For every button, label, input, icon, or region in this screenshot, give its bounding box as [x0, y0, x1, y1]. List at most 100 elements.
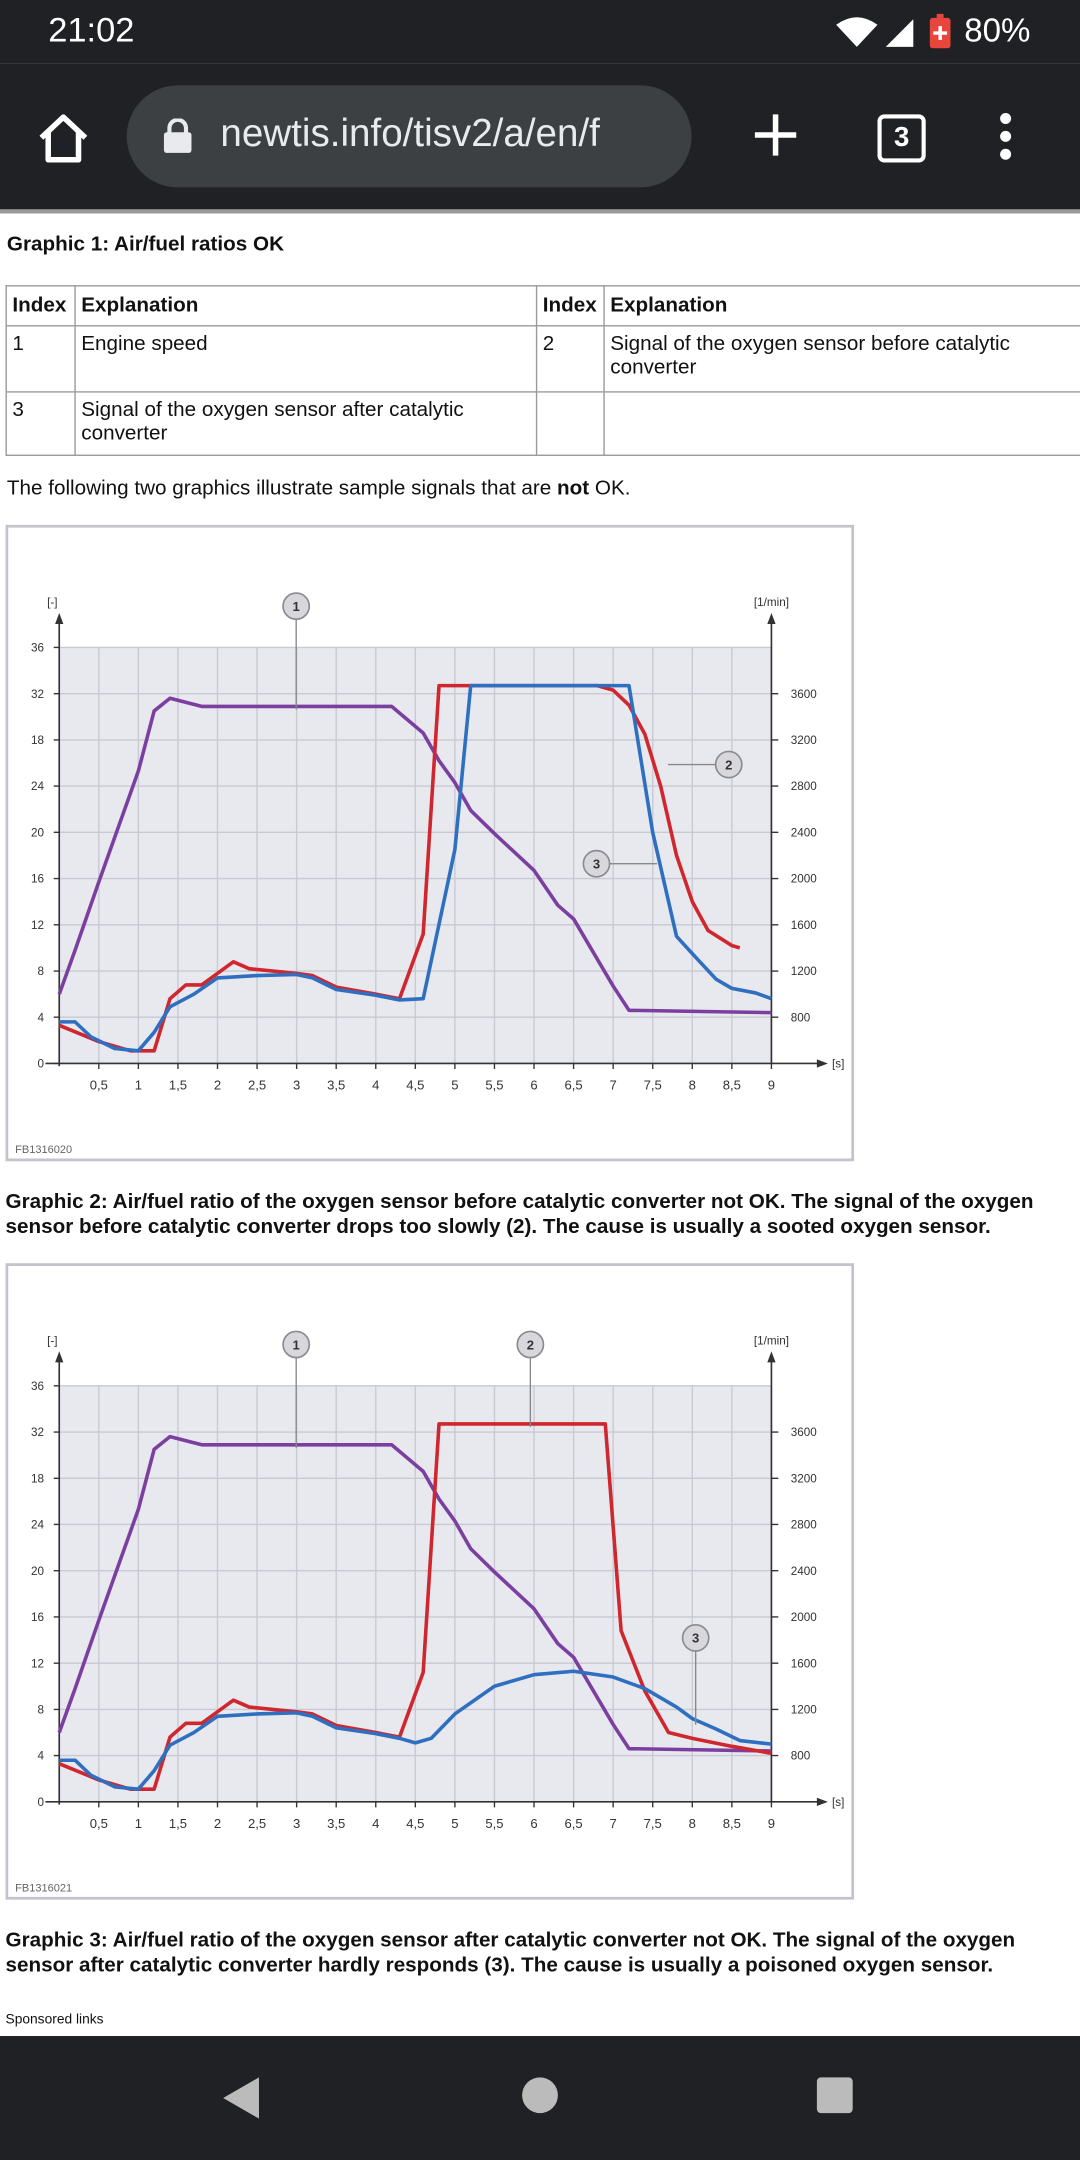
y-tick-label: 16 — [31, 1611, 44, 1624]
intro-text: The following two graphics illustrate sa… — [7, 477, 631, 500]
x-tick-label: 8,5 — [723, 1816, 741, 1831]
x-tick-label: 7 — [610, 1078, 617, 1093]
x-tick-label: 3 — [293, 1078, 300, 1093]
address-bar[interactable]: newtis.info/tisv2/a/en/f — [126, 85, 692, 188]
x-tick-label: 1,5 — [169, 1078, 187, 1093]
x-tick-label: 5 — [451, 1816, 458, 1831]
home-nav-button[interactable] — [521, 2076, 560, 2115]
y-tick-label: 4 — [38, 1750, 45, 1763]
x-tick-label: 2 — [214, 1816, 221, 1831]
y-tick-label: 16 — [31, 873, 44, 886]
x-tick-label: 4,5 — [406, 1078, 424, 1093]
divider — [0, 209, 1080, 214]
url-text: newtis.info/tisv2/a/en/f — [220, 111, 600, 155]
y2-tick-label: 800 — [791, 1750, 811, 1763]
callout-badge — [681, 1623, 710, 1652]
cell: 2 — [535, 325, 605, 393]
menu-button[interactable] — [995, 110, 1017, 165]
callout-label: 1 — [293, 1337, 300, 1352]
y-tick-label: 20 — [31, 1565, 45, 1578]
y-tick-label: 12 — [31, 919, 44, 932]
graphic: 0,5 1 1,5 2 2,5 3 3,5 4 4,5 5 5,5 6 6,5 7 7,5 8 8,5 9 0 4 8 1… — [5, 524, 855, 1162]
x-tick-label: 6,5 — [565, 1078, 583, 1093]
x-tick-label: 2,5 — [248, 1816, 266, 1831]
caption: Graphic 3: Air/fuel ratio of the oxygen … — [5, 1928, 1016, 1977]
callout-badge — [282, 1330, 311, 1359]
x-tick-label: 6,5 — [565, 1816, 583, 1831]
sponsored-label: Sponsored links — [5, 2012, 104, 2028]
y2-tick-label: 800 — [791, 1011, 811, 1024]
new-tab-button[interactable] — [751, 110, 801, 160]
status-icons — [836, 13, 951, 49]
y2-tick-label: 3600 — [791, 1426, 818, 1439]
x-tick-label: 7,5 — [644, 1078, 662, 1093]
figure-code: FB1316020 — [15, 1144, 72, 1156]
y-tick-label: 18 — [31, 734, 44, 747]
cell: Signal of the oxygen sensor after cataly… — [74, 391, 538, 456]
x-tick-label: 8 — [689, 1816, 696, 1831]
y-tick-label: 8 — [38, 965, 45, 978]
y2-tick-label: 2000 — [791, 873, 818, 886]
text: OK. — [589, 476, 631, 501]
empty-cell — [535, 391, 605, 456]
arrow — [767, 1351, 776, 1363]
y2-unit: [1/min] — [754, 1334, 789, 1347]
x-tick-label: 1 — [135, 1816, 142, 1831]
y2-tick-label: 1600 — [791, 919, 818, 932]
navigation-bar — [0, 2036, 1080, 2160]
empty-cell — [603, 391, 1080, 456]
y-tick-label: 24 — [31, 1519, 45, 1532]
callout-badge — [516, 1330, 545, 1359]
callout-label: 1 — [293, 599, 300, 614]
chart: 0,5 1 1,5 2 2,5 3 3,5 4 4,5 5 5,5 6 6,5 7 7,5 8 8,5 9 0 4 8 1… — [15, 592, 844, 1156]
callout-badge — [282, 592, 311, 621]
cell: 1 — [5, 325, 76, 393]
series-line — [57, 696, 772, 1015]
callout-label: 3 — [593, 857, 600, 872]
x-tick-label: 5,5 — [485, 1816, 503, 1831]
arrow — [816, 1059, 828, 1068]
index-table: Index Explanation Index Explanation 1 En… — [5, 285, 1080, 456]
page-content: Graphic 1: Air/fuel ratios OK Index Expl… — [0, 213, 1080, 2037]
x-tick-label: 4,5 — [406, 1816, 424, 1831]
y2-tick-label: 1200 — [791, 965, 818, 978]
figure-code: FB1316021 — [15, 1882, 72, 1894]
text: The following two graphics illustrate sa… — [6, 476, 558, 501]
browser-toolbar: newtis.info/tisv2/a/en/f 3 — [0, 63, 1080, 210]
x-tick-label: 6 — [530, 1816, 537, 1831]
y-tick-label: 36 — [31, 642, 44, 655]
x-tick-label: 0,5 — [90, 1816, 108, 1831]
back-button[interactable] — [220, 2075, 264, 2122]
y2-tick-label: 2400 — [791, 1565, 818, 1578]
graphic: 0,5 1 1,5 2 2,5 3 3,5 4 4,5 5 5,5 6 6,5 7 7,5 8 8,5 9 0 4 8 1… — [5, 1263, 855, 1900]
x-tick-label: 5 — [451, 1078, 458, 1093]
clock: 21:02 — [48, 11, 135, 50]
x-tick-label: 4 — [372, 1816, 379, 1831]
callout-label: 2 — [725, 757, 732, 772]
y-unit: [-] — [47, 1334, 57, 1347]
status-bar: 21:02 80% — [0, 0, 1080, 64]
y-unit: [-] — [47, 596, 57, 609]
header-cell: Index — [5, 285, 76, 327]
series-line — [59, 1669, 772, 1791]
recents-button[interactable] — [816, 2076, 855, 2115]
y-tick-label: 0 — [38, 1796, 45, 1809]
y-tick-label: 24 — [31, 780, 45, 793]
callout-badge — [582, 849, 611, 878]
y2-tick-label: 2000 — [791, 1611, 818, 1624]
home-button[interactable] — [36, 110, 91, 165]
y2-tick-label: 2400 — [791, 826, 818, 839]
y-tick-label: 32 — [31, 1426, 44, 1439]
cell: 3 — [5, 391, 76, 456]
series-line — [59, 683, 773, 1053]
y2-unit: [1/min] — [754, 596, 789, 609]
header-cell: Index — [535, 285, 605, 327]
y2-tick-label: 2800 — [791, 1519, 818, 1532]
tab-switcher[interactable]: 3 — [877, 114, 926, 163]
x-tick-label: 1,5 — [169, 1816, 187, 1831]
chart: 0,5 1 1,5 2 2,5 3 3,5 4 4,5 5 5,5 6 6,5 7 7,5 8 8,5 9 0 4 8 1… — [15, 1330, 844, 1894]
cell: Engine speed — [74, 325, 538, 393]
x-unit: [s] — [832, 1058, 844, 1071]
x-tick-label: 2 — [214, 1078, 221, 1093]
